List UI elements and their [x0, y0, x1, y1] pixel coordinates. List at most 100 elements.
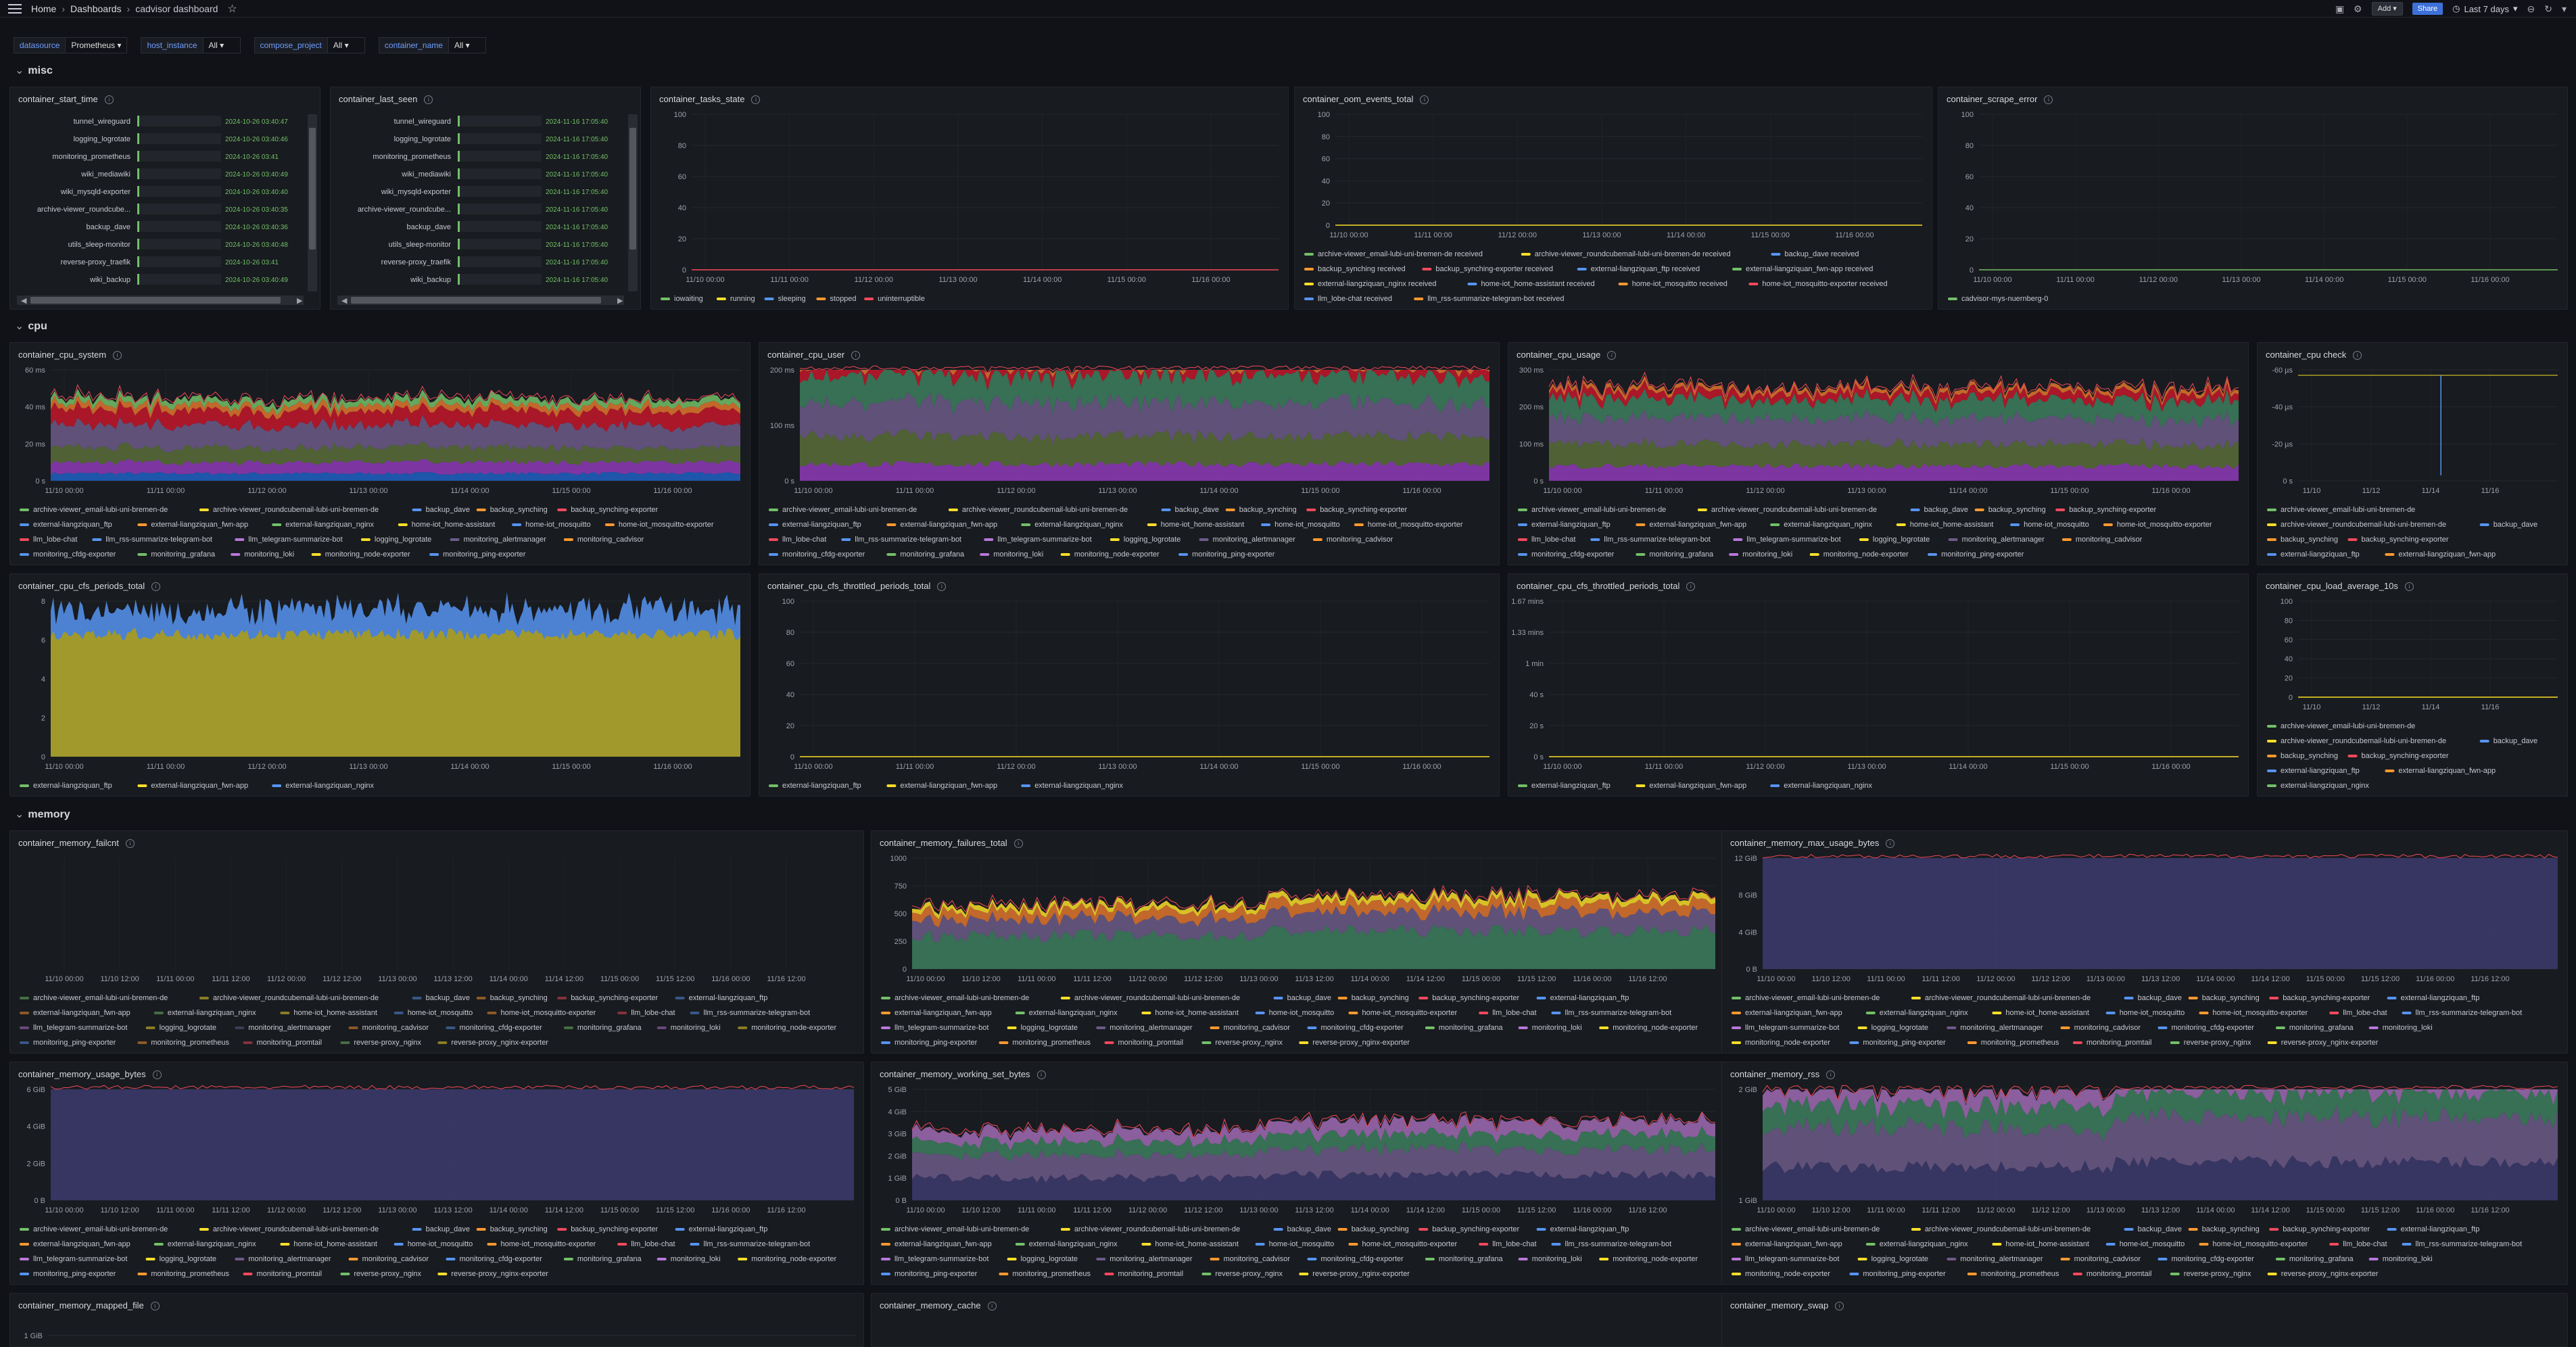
legend-item[interactable]: reverse-proxy_nginx: [1201, 1270, 1283, 1278]
legend-item[interactable]: backup_synching-exporter: [1418, 994, 1520, 1002]
legend-item[interactable]: monitoring_node-exporter: [1732, 1039, 1830, 1047]
legend-item[interactable]: external-liangziquan_fwn-app: [2385, 767, 2496, 775]
scroll-right-icon[interactable]: ▶: [297, 297, 303, 305]
legend-item[interactable]: monitoring_grafana: [1425, 1024, 1504, 1032]
legend-item[interactable]: archive-viewer_email-lubi-uni-bremen-de: [1732, 1225, 1880, 1233]
info-icon[interactable]: i: [1686, 582, 1696, 592]
legend-item[interactable]: external-liangziquan_nginx: [1770, 521, 1873, 529]
legend-item[interactable]: backup_synching: [2188, 1225, 2260, 1233]
legend-item[interactable]: monitoring_prometheus: [137, 1270, 229, 1278]
legend-item[interactable]: backup_synching-exporter: [557, 994, 659, 1002]
info-icon[interactable]: i: [987, 1302, 997, 1311]
legend-item[interactable]: llm_lobe-chat: [1479, 1009, 1537, 1017]
info-icon[interactable]: i: [125, 839, 135, 849]
legend-item[interactable]: home-iot_mosquitto-exporter: [1354, 521, 1463, 529]
legend-item[interactable]: monitoring_promtail: [1104, 1270, 1184, 1278]
legend-item[interactable]: home-iot_home-assistant: [1992, 1009, 2089, 1017]
legend-item[interactable]: llm_telegram-summarize-bot: [984, 536, 1092, 544]
legend-item[interactable]: monitoring_alertmanager: [1948, 536, 2045, 544]
legend-item[interactable]: external-liangziquan_ftp: [1518, 782, 1611, 790]
legend-item[interactable]: monitoring_alertmanager: [1947, 1024, 2043, 1032]
info-icon[interactable]: i: [1886, 839, 1895, 849]
variable-host-instance[interactable]: host_instance All ▾: [141, 37, 241, 53]
legend-item[interactable]: monitoring_cadvisor: [563, 536, 644, 544]
legend-item[interactable]: monitoring_alertmanager: [235, 1024, 331, 1032]
info-icon[interactable]: i: [1036, 1070, 1046, 1080]
legend-item[interactable]: backup_dave: [2124, 994, 2182, 1002]
legend-item[interactable]: reverse-proxy_nginx-exporter: [437, 1039, 548, 1047]
legend-item[interactable]: monitoring_ping-exporter: [881, 1270, 978, 1278]
legend-item[interactable]: archive-viewer_email-lubi-uni-bremen-de: [1732, 994, 1880, 1002]
legend-item[interactable]: monitoring_promtail: [2072, 1039, 2152, 1047]
time-picker[interactable]: ◷ Last 7 days ▾: [2452, 3, 2517, 14]
legend-item[interactable]: logging_logrotate: [145, 1024, 216, 1032]
legend-item[interactable]: archive-viewer_roundcubemail-lubi-uni-br…: [1060, 1225, 1240, 1233]
legend-item[interactable]: archive-viewer_email-lubi-uni-bremen-de: [20, 1225, 168, 1233]
legend-item[interactable]: monitoring_prometheus: [1967, 1270, 2059, 1278]
legend-item[interactable]: monitoring_alertmanager: [1947, 1255, 2043, 1263]
legend-item[interactable]: monitoring_cadvisor: [1210, 1255, 1291, 1263]
scrollbar-thumb[interactable]: [309, 128, 316, 250]
legend-item[interactable]: archive-viewer_email-lubi-uni-bremen-de …: [1304, 250, 1483, 258]
scrollbar-thumb[interactable]: [351, 297, 601, 304]
legend-item[interactable]: monitoring_loki: [980, 550, 1043, 559]
legend-item[interactable]: backup_dave: [1273, 1225, 1331, 1233]
legend-item[interactable]: external-liangziquan_fwn-app: [20, 1240, 130, 1248]
legend-item[interactable]: iowaiting: [661, 295, 703, 303]
legend-item[interactable]: external-liangziquan_ftp received: [1577, 265, 1700, 273]
legend-item[interactable]: backup_dave: [412, 994, 470, 1002]
table-row[interactable]: wiki_backup 2024-11-16 17:05:40: [410, 274, 609, 285]
legend-item[interactable]: external-liangziquan_fwn-app: [1636, 521, 1746, 529]
table-row[interactable]: wiki_mediawiki 2024-10-26 03:40:49: [80, 168, 288, 179]
legend-item[interactable]: external-liangziquan_nginx: [272, 521, 375, 529]
panel-container-tasks-state[interactable]: container_tasks_state i 0 20 40 60 80 100 11/10 …: [650, 87, 1289, 310]
legend-item[interactable]: llm_lobe-chat: [1479, 1240, 1537, 1248]
legend-item[interactable]: reverse-proxy_nginx: [2170, 1270, 2251, 1278]
legend-item[interactable]: external-liangziquan_fwn-app: [886, 782, 997, 790]
legend-item[interactable]: home-iot_mosquitto: [2105, 1240, 2185, 1248]
breadcrumb-dashboards[interactable]: Dashboards: [70, 3, 122, 14]
menu-icon[interactable]: [8, 3, 22, 14]
legend-item[interactable]: backup_synching-exporter: [1418, 1225, 1520, 1233]
legend-item[interactable]: external-liangziquan_ftp: [2267, 767, 2360, 775]
legend-item[interactable]: home-iot_home-assistant: [280, 1240, 377, 1248]
variable-datasource[interactable]: datasource Prometheus ▾: [14, 37, 128, 53]
legend-item[interactable]: llm_lobe-chat received: [1304, 295, 1392, 303]
legend-item[interactable]: monitoring_loki: [2368, 1255, 2433, 1263]
legend-item[interactable]: monitoring_node-exporter: [311, 550, 410, 559]
legend-item[interactable]: monitoring_ping-exporter: [20, 1039, 116, 1047]
legend-item[interactable]: backup_dave received: [1771, 250, 1859, 258]
legend-item[interactable]: backup_synching: [1974, 506, 2046, 514]
legend-item[interactable]: reverse-proxy_nginx: [340, 1270, 422, 1278]
legend-item[interactable]: backup_synching-exporter: [2347, 752, 2449, 760]
legend-item[interactable]: external-liangziquan_nginx: [1865, 1240, 1968, 1248]
scrollbar-thumb[interactable]: [629, 128, 636, 250]
table-row[interactable]: archive-viewer_roundcube... 2024-10-26 03…: [37, 204, 288, 214]
breadcrumb-home[interactable]: Home: [31, 3, 57, 14]
legend-item[interactable]: home-iot_mosquitto-exporter: [604, 521, 714, 529]
legend-item[interactable]: backup_dave: [1273, 994, 1331, 1002]
legend-item[interactable]: monitoring_cfdg-exporter: [2157, 1024, 2255, 1032]
info-icon[interactable]: i: [150, 1302, 160, 1311]
info-icon[interactable]: i: [113, 351, 122, 360]
legend-item[interactable]: monitoring_cfdg-exporter: [1307, 1255, 1404, 1263]
legend-item[interactable]: sleeping: [764, 295, 806, 303]
legend-item[interactable]: external-liangziquan_nginx: [272, 782, 375, 790]
legend-item[interactable]: monitoring_cadvisor: [348, 1024, 429, 1032]
legend-item[interactable]: monitoring_grafana: [1425, 1255, 1504, 1263]
legend-item[interactable]: backup_dave: [412, 506, 470, 514]
legend-item[interactable]: monitoring_cadvisor: [1210, 1024, 1291, 1032]
legend-item[interactable]: archive-viewer_roundcubemail-lubi-uni-br…: [199, 506, 379, 514]
legend-item[interactable]: monitoring_prometheus: [1967, 1039, 2059, 1047]
legend-item[interactable]: archive-viewer_roundcubemail-lubi-uni-br…: [2267, 737, 2446, 745]
legend-item[interactable]: archive-viewer_roundcubemail-lubi-uni-br…: [199, 1225, 379, 1233]
legend-item[interactable]: llm_lobe-chat: [20, 536, 77, 544]
legend-item[interactable]: external-liangziquan_fwn-app: [1636, 782, 1746, 790]
legend-item[interactable]: monitoring_ping-exporter: [429, 550, 526, 559]
legend-item[interactable]: logging_logrotate: [1857, 1024, 1928, 1032]
legend-item[interactable]: logging_logrotate: [1110, 536, 1180, 544]
variable-select[interactable]: All ▾: [327, 37, 365, 53]
legend-item[interactable]: monitoring_grafana: [563, 1255, 642, 1263]
info-icon[interactable]: i: [937, 582, 947, 592]
variable-select[interactable]: All ▾: [448, 37, 486, 53]
